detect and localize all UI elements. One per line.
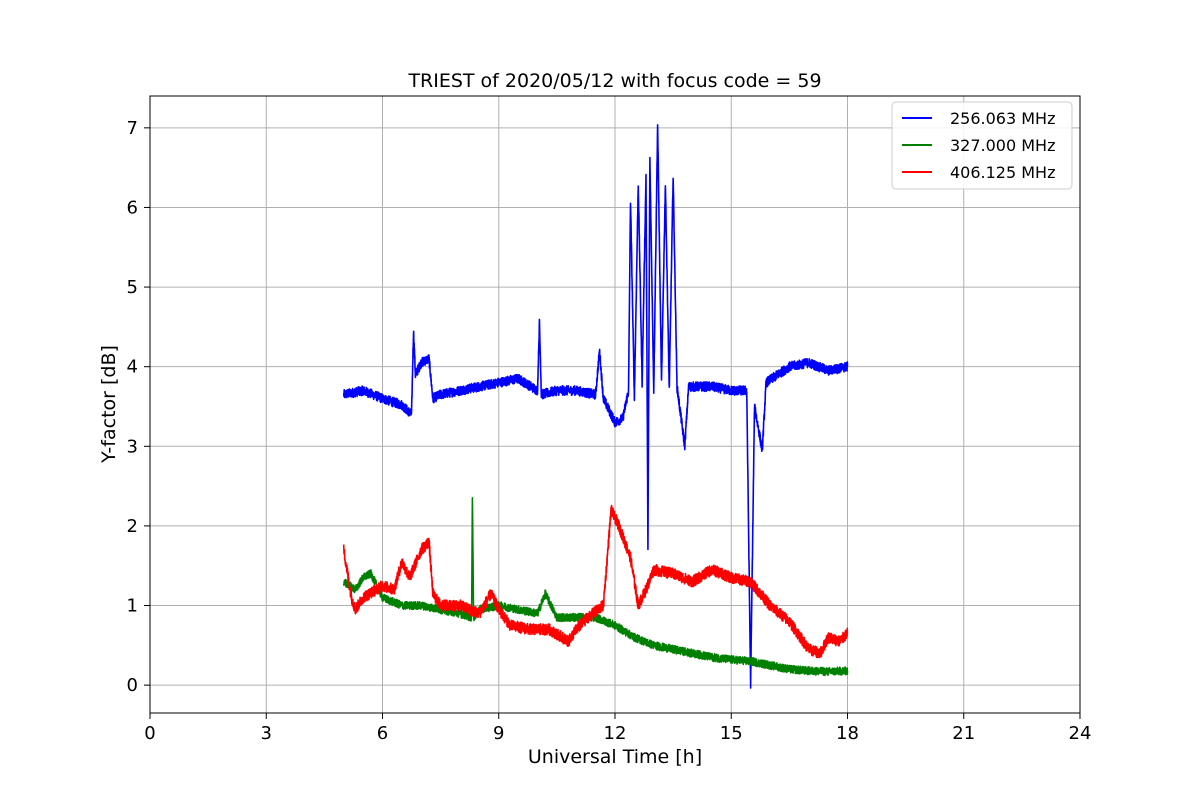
x-tick-label: 0 bbox=[144, 723, 155, 744]
y-tick-label: 5 bbox=[127, 277, 138, 298]
series-group bbox=[342, 124, 849, 689]
legend-entry-label: 406.125 MHz bbox=[950, 163, 1055, 182]
series-line-327-000-mhz bbox=[342, 497, 849, 677]
legend-box bbox=[891, 101, 1073, 190]
x-tick-label: 3 bbox=[261, 723, 272, 744]
y-tick-label: 1 bbox=[127, 596, 138, 617]
y-tick-label: 4 bbox=[127, 357, 138, 378]
y-axis-ticks: 0 1 2 3 4 5 6 7 bbox=[127, 118, 150, 696]
y-tick-label: 2 bbox=[127, 516, 138, 537]
x-tick-label: 12 bbox=[604, 723, 627, 744]
legend-entry-label: 327.000 MHz bbox=[950, 136, 1055, 155]
y-axis-label: Y-factor [dB] bbox=[98, 345, 120, 464]
y-tick-label: 6 bbox=[127, 197, 138, 218]
x-axis-label: Universal Time [h] bbox=[528, 746, 702, 768]
x-tick-label: 21 bbox=[952, 723, 975, 744]
chart-title: TRIEST of 2020/05/12 with focus code = 5… bbox=[407, 70, 821, 92]
series-line-406-125-mhz bbox=[342, 504, 849, 659]
x-tick-label: 15 bbox=[720, 723, 743, 744]
x-tick-label: 9 bbox=[493, 723, 504, 744]
legend-entry-label: 256.063 MHz bbox=[950, 109, 1055, 128]
y-tick-label: 7 bbox=[127, 118, 138, 139]
x-axis-ticks: 0 3 6 9 12 15 18 21 24 bbox=[144, 713, 1091, 744]
legend: 256.063 MHz 327.000 MHz 406.125 MHz bbox=[891, 101, 1073, 190]
y-tick-label: 0 bbox=[127, 675, 138, 696]
x-tick-label: 18 bbox=[836, 723, 859, 744]
x-tick-label: 6 bbox=[377, 723, 388, 744]
y-tick-label: 3 bbox=[127, 436, 138, 457]
x-tick-label: 24 bbox=[1069, 723, 1092, 744]
series-line-256-063-mhz bbox=[342, 124, 849, 689]
